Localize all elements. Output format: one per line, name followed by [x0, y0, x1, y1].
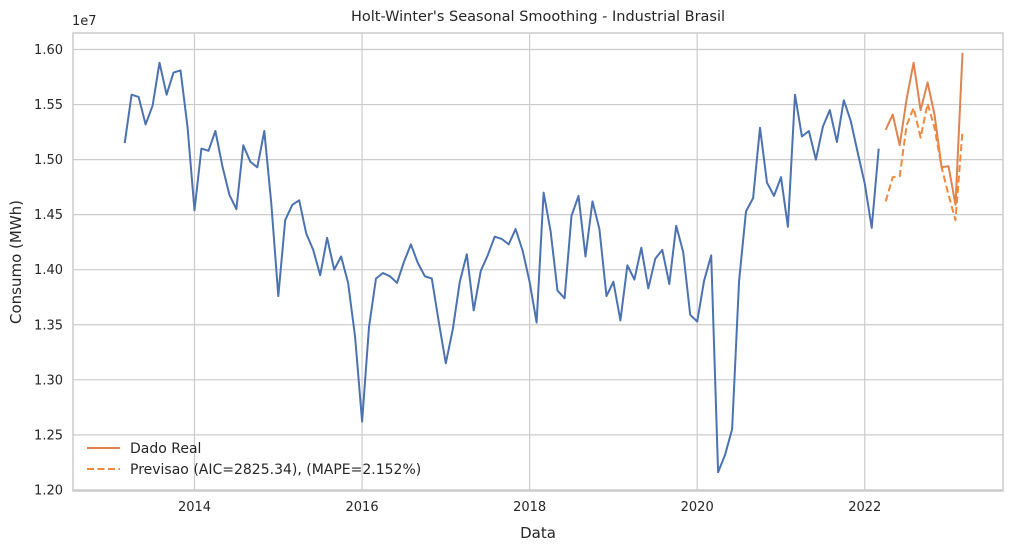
y-offset-label: 1e7	[72, 14, 97, 29]
y-tick-label: 1.40	[34, 263, 63, 278]
y-tick-label: 1.45	[34, 208, 63, 223]
y-tick-label: 1.60	[34, 43, 63, 58]
y-tick-label: 1.35	[34, 318, 63, 333]
legend-label: Dado Real	[130, 441, 201, 457]
series-lines	[123, 52, 964, 474]
x-axis-ticks: 2014 2016 2018 2020 2022	[178, 500, 881, 515]
series-line-0	[123, 61, 880, 474]
x-tick-label: 2016	[346, 500, 379, 515]
legend-label: Previsao (AIC=2825.34), (MAPE=2.152%)	[130, 462, 421, 478]
legend: Dado Real Previsao (AIC=2825.34), (MAPE=2…	[87, 441, 421, 478]
series-line-2	[884, 102, 964, 222]
chart-title: Holt-Winter's Seasonal Smoothing - Indus…	[351, 9, 725, 25]
y-tick-label: 1.55	[34, 98, 63, 113]
x-tick-label: 2022	[848, 500, 881, 515]
y-tick-label: 1.30	[34, 373, 63, 388]
x-tick-label: 2020	[681, 500, 714, 515]
y-axis-ticks: 1.20 1.25 1.30 1.35 1.40 1.45 1.50 1.55 1.60	[34, 43, 63, 498]
plot-frame	[72, 32, 1004, 492]
grid	[73, 33, 1003, 491]
series-line-1	[884, 52, 964, 206]
y-tick-label: 1.25	[34, 428, 63, 443]
y-tick-label: 1.20	[34, 483, 63, 498]
x-tick-label: 2014	[178, 500, 211, 515]
y-tick-label: 1.50	[34, 153, 63, 168]
y-axis-label: Consumo (MWh)	[7, 200, 25, 324]
x-axis-label: Data	[520, 524, 556, 542]
x-tick-label: 2018	[513, 500, 546, 515]
